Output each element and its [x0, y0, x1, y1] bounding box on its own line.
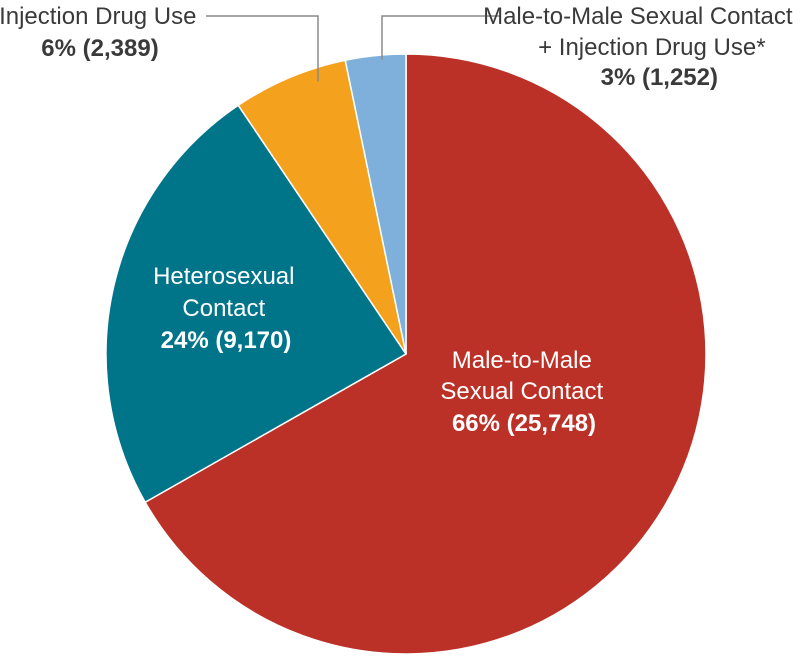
slice-name-line: Male-to-Male Sexual Contact: [483, 3, 793, 30]
slice-male-to-male: [144, 53, 707, 655]
leader-lines: [206, 15, 500, 82]
slice-name-line: Heterosexual: [153, 263, 294, 290]
pie-slices: [105, 53, 707, 655]
slice-value-label: 6% (2,389): [41, 35, 158, 62]
slice-name-line: + Injection Drug Use*: [538, 34, 765, 61]
slice-value-label: 3% (1,252): [601, 64, 718, 91]
slice-heterosexual: [105, 104, 408, 504]
slice-value-label: 66% (25,748): [452, 410, 596, 437]
slice-label-male-to-male: Male-to-Male Sexual Contact 66% (25,748): [440, 347, 607, 437]
leader-line-msm-and-idu: [381, 15, 500, 60]
slice-value-label: 24% (9,170): [161, 327, 292, 354]
slice-msm-and-idu: [344, 53, 407, 355]
leader-line-injection-drug-use: [206, 15, 319, 82]
slice-label-msm-and-idu: Male-to-Male Sexual Contact + Injection …: [483, 3, 797, 91]
slice-name-line: Male-to-Male: [452, 347, 592, 374]
slice-injection-drug-use: [237, 59, 407, 355]
slice-name-line: Contact: [182, 295, 265, 322]
slice-name-line: Injection Drug Use: [0, 3, 196, 30]
slice-label-heterosexual: Heterosexual Contact 24% (9,170): [153, 263, 299, 354]
slice-label-injection-drug-use: Injection Drug Use 6% (2,389): [0, 3, 201, 62]
slice-name-line: Sexual Contact: [440, 378, 603, 405]
